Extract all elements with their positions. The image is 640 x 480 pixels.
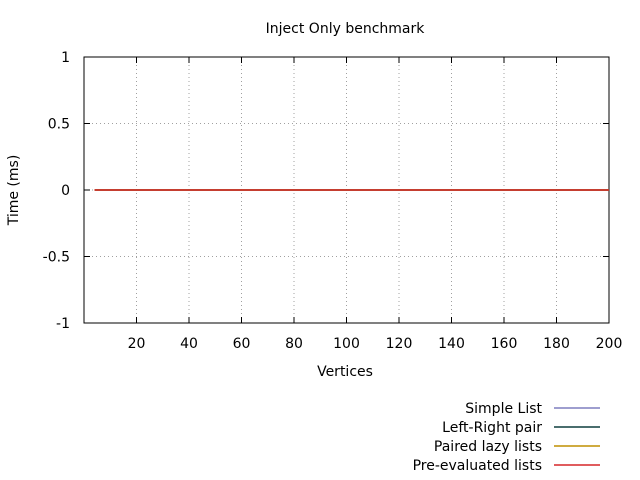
y-tick-label: 0.5 xyxy=(48,117,70,133)
legend-label-simple-list: Simple List xyxy=(465,401,542,417)
y-tick-label: 0 xyxy=(61,183,70,199)
x-tick-label: 120 xyxy=(386,336,413,352)
chart-title: Inject Only benchmark xyxy=(266,21,426,37)
legend-label-pre-evaluated-lists: Pre-evaluated lists xyxy=(413,458,542,474)
x-tick-label: 60 xyxy=(233,336,251,352)
x-tick-label: 200 xyxy=(596,336,623,352)
x-tick-label: 180 xyxy=(543,336,570,352)
x-tick-label: 140 xyxy=(438,336,465,352)
axis-ticks: 20 40 60 80 100 120 140 160 180 200 1 0.5 0 -0.5 -1 xyxy=(43,50,623,352)
legend: Simple List Left-Right pair Paired lazy li… xyxy=(413,401,600,474)
x-tick-label: 40 xyxy=(180,336,198,352)
y-tick-label: -1 xyxy=(56,316,70,332)
x-axis-label: Vertices xyxy=(317,364,373,380)
x-tick-label: 80 xyxy=(285,336,303,352)
y-axis-label: Time (ms) xyxy=(6,155,22,227)
x-tick-label: 20 xyxy=(128,336,146,352)
legend-label-paired-lazy-lists: Paired lazy lists xyxy=(434,439,542,455)
y-tick-label: -0.5 xyxy=(43,250,70,266)
y-tick-label: 1 xyxy=(61,50,70,66)
legend-label-left-right-pair: Left-Right pair xyxy=(442,420,542,436)
x-tick-label: 160 xyxy=(491,336,518,352)
x-tick-label: 100 xyxy=(333,336,360,352)
